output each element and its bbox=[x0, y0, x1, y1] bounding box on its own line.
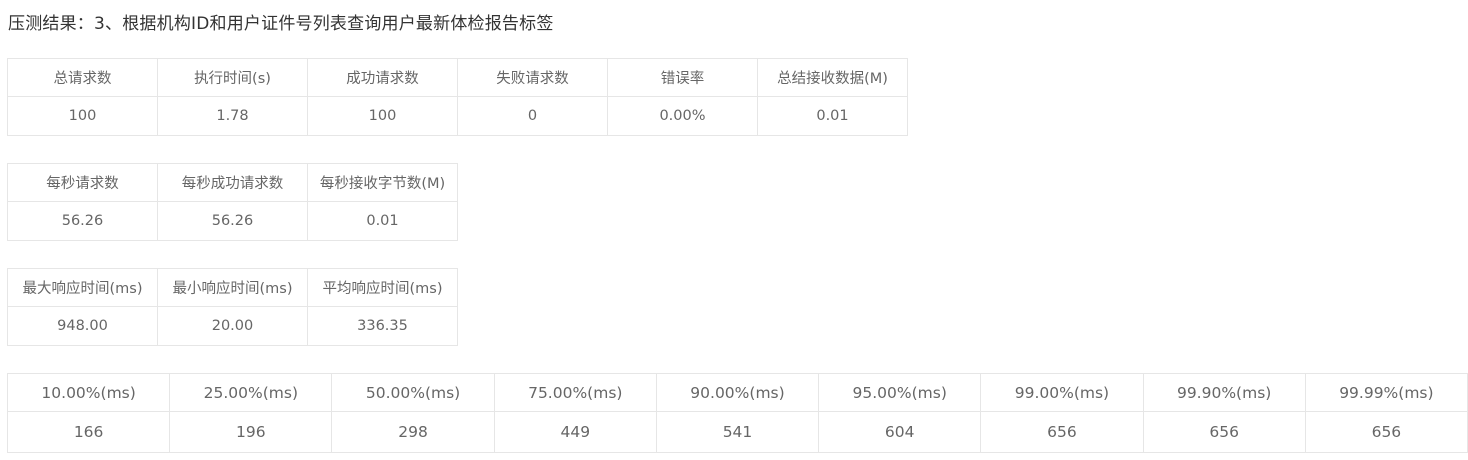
value-p95: 604 bbox=[818, 411, 982, 453]
value-p50: 298 bbox=[331, 411, 495, 453]
header-min-response: 最小响应时间(ms) bbox=[157, 268, 308, 307]
header-success-requests: 成功请求数 bbox=[307, 58, 458, 97]
value-p99: 656 bbox=[980, 411, 1144, 453]
value-bytes-per-second: 0.01 bbox=[307, 201, 458, 241]
header-avg-response: 平均响应时间(ms) bbox=[307, 268, 458, 307]
value-success-per-second: 56.26 bbox=[157, 201, 308, 241]
header-p75: 75.00%(ms) bbox=[493, 373, 657, 412]
value-execution-time: 1.78 bbox=[157, 96, 308, 136]
header-total-received-data: 总结接收数据(M) bbox=[757, 58, 908, 97]
header-p50: 50.00%(ms) bbox=[331, 373, 495, 412]
value-error-rate: 0.00% bbox=[607, 96, 758, 136]
value-p90: 541 bbox=[655, 411, 820, 453]
summary-table: 总请求数 执行时间(s) 成功请求数 失败请求数 错误率 总结接收数据(M) 1… bbox=[7, 58, 908, 136]
response-time-table: 最大响应时间(ms) 最小响应时间(ms) 平均响应时间(ms) 948.00 … bbox=[7, 268, 458, 346]
header-p90: 90.00%(ms) bbox=[655, 373, 820, 412]
value-p75: 449 bbox=[493, 411, 657, 453]
header-p999: 99.90%(ms) bbox=[1142, 373, 1306, 412]
throughput-table: 每秒请求数 每秒成功请求数 每秒接收字节数(M) 56.26 56.26 0.0… bbox=[7, 163, 458, 241]
value-min-response: 20.00 bbox=[157, 306, 308, 346]
header-max-response: 最大响应时间(ms) bbox=[7, 268, 158, 307]
table-row: 100 1.78 100 0 0.00% 0.01 bbox=[7, 96, 908, 136]
value-max-response: 948.00 bbox=[7, 306, 158, 346]
header-p95: 95.00%(ms) bbox=[818, 373, 982, 412]
value-avg-response: 336.35 bbox=[307, 306, 458, 346]
value-total-received-data: 0.01 bbox=[757, 96, 908, 136]
table-row: 948.00 20.00 336.35 bbox=[7, 306, 458, 346]
page-title: 压测结果：3、根据机构ID和用户证件号列表查询用户最新体检报告标签 bbox=[8, 14, 554, 34]
header-bytes-per-second: 每秒接收字节数(M) bbox=[307, 163, 458, 202]
value-p10: 166 bbox=[6, 411, 171, 453]
value-p25: 196 bbox=[169, 411, 333, 453]
header-error-rate: 错误率 bbox=[607, 58, 758, 97]
table-header-row: 总请求数 执行时间(s) 成功请求数 失败请求数 错误率 总结接收数据(M) bbox=[7, 58, 908, 97]
value-p999: 656 bbox=[1142, 411, 1306, 453]
value-total-requests: 100 bbox=[7, 96, 158, 136]
header-total-requests: 总请求数 bbox=[7, 58, 158, 97]
table-header-row: 最大响应时间(ms) 最小响应时间(ms) 平均响应时间(ms) bbox=[7, 268, 458, 307]
header-success-per-second: 每秒成功请求数 bbox=[157, 163, 308, 202]
header-execution-time: 执行时间(s) bbox=[157, 58, 308, 97]
table-row: 56.26 56.26 0.01 bbox=[7, 201, 458, 241]
header-p9999: 99.99%(ms) bbox=[1304, 373, 1468, 412]
header-failed-requests: 失败请求数 bbox=[457, 58, 608, 97]
header-p99: 99.00%(ms) bbox=[980, 373, 1144, 412]
header-requests-per-second: 每秒请求数 bbox=[7, 163, 158, 202]
value-success-requests: 100 bbox=[307, 96, 458, 136]
table-header-row: 10.00%(ms) 25.00%(ms) 50.00%(ms) 75.00%(… bbox=[6, 373, 1468, 412]
header-p25: 25.00%(ms) bbox=[169, 373, 333, 412]
value-requests-per-second: 56.26 bbox=[7, 201, 158, 241]
value-failed-requests: 0 bbox=[457, 96, 608, 136]
value-p9999: 656 bbox=[1304, 411, 1468, 453]
header-p10: 10.00%(ms) bbox=[6, 373, 171, 412]
table-row: 166 196 298 449 541 604 656 656 656 bbox=[6, 411, 1468, 453]
percentile-table: 10.00%(ms) 25.00%(ms) 50.00%(ms) 75.00%(… bbox=[6, 373, 1468, 453]
table-header-row: 每秒请求数 每秒成功请求数 每秒接收字节数(M) bbox=[7, 163, 458, 202]
